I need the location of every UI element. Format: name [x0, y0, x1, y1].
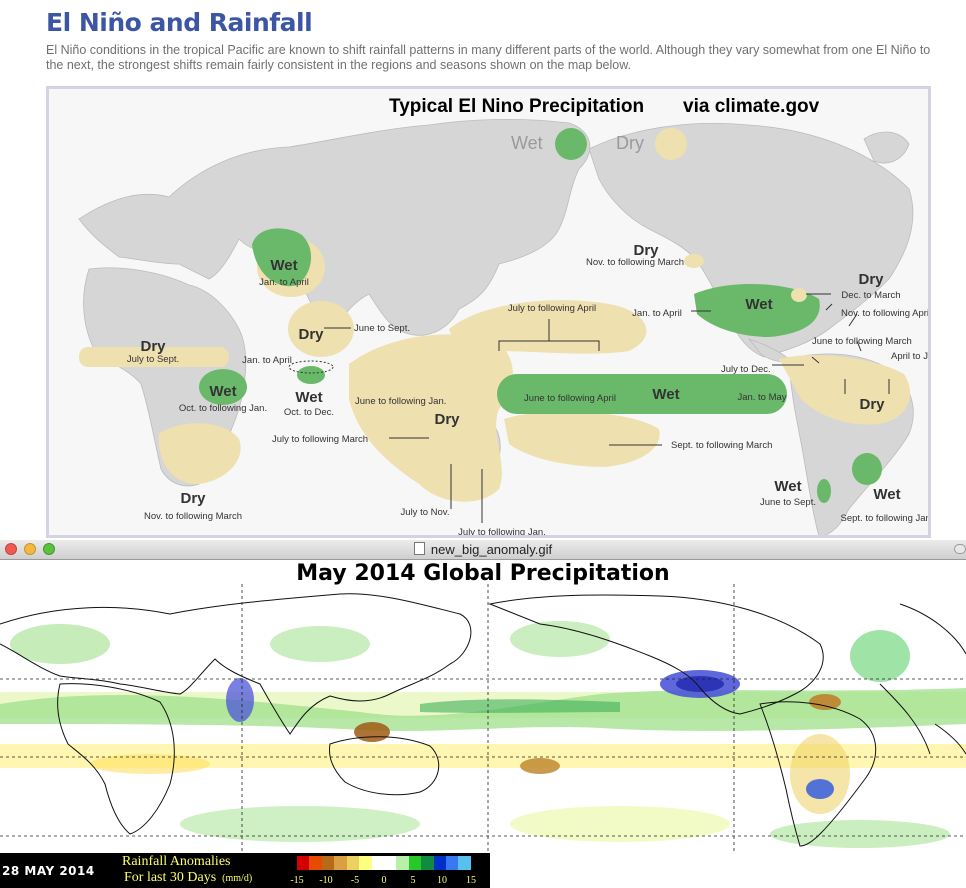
label-sept-march: Sept. to following March: [671, 440, 772, 451]
label-june-march: June to following March: [812, 336, 912, 347]
land-masses: [78, 118, 914, 535]
label-april-june: April to June: [891, 351, 929, 362]
label-dry-greatlakes: Dry: [858, 271, 884, 288]
legend-swatch-9: [408, 856, 422, 870]
legend-title: Rainfall Anomalies: [122, 854, 231, 869]
legend-swatch-2: [321, 856, 335, 870]
precipitation-regions: [79, 228, 911, 503]
label-jan-april-left: Jan. to April: [242, 355, 292, 366]
elnino-precipitation-map: Typical El Nino Precipitation via climat…: [46, 86, 931, 538]
label-wet-europe: Wet: [270, 257, 297, 274]
label-wet-europe-season: Jan. to April: [259, 277, 309, 288]
legend-swatch-6: [371, 856, 384, 870]
anomaly-map-title: May 2014 Global Precipitation: [296, 561, 670, 586]
label-july-jan: July to following Jan.: [458, 527, 546, 536]
label-wet-pacific: Wet: [652, 386, 679, 403]
legend-tick-6: 15: [466, 875, 476, 886]
legend-wet-label: Wet: [511, 133, 543, 153]
label-jan-april-us: Jan. to April: [632, 308, 682, 319]
legend-units: (mm/d): [222, 873, 253, 884]
legend-swatch-12: [446, 856, 459, 870]
legend-swatch-11: [433, 856, 447, 870]
label-dry-alaska-season: Nov. to following March: [586, 257, 684, 268]
label-wet-chile: Wet: [774, 478, 801, 495]
lat-lon-grid: [0, 584, 966, 854]
legend-tick-5: 10: [437, 875, 447, 886]
leader-lines: [288, 293, 890, 523]
elnino-map-source: via climate.gov: [683, 96, 820, 117]
label-wet-india: Wet: [295, 389, 322, 406]
window-titlebar[interactable]: new_big_anomaly.gif: [0, 540, 966, 560]
legend-scale-ticks: -15 -10 -5 0 5 10 15: [287, 875, 487, 887]
label-nov-april: Nov. to following April: [841, 308, 929, 319]
legend-subtitle: For last 30 Days: [124, 870, 217, 885]
label-dry-westafrica-season: July to Sept.: [127, 354, 179, 365]
label-wet-eafrica-season: Oct. to following Jan.: [179, 403, 267, 414]
legend-tick-1: -10: [319, 875, 333, 886]
elnino-map-title: Typical El Nino Precipitation: [389, 96, 644, 117]
label-dry-greatlakes-season: Dec. to March: [841, 290, 900, 301]
label-dry-safrica-season: Nov. to following March: [144, 511, 242, 522]
label-wet-pacific-right: Jan. to May: [737, 392, 786, 403]
legend-swatch-5: [359, 856, 372, 870]
legend-swatch-3: [334, 856, 347, 870]
legend-color-scale: [297, 856, 471, 870]
close-window-button[interactable]: [5, 543, 17, 555]
zoom-window-button[interactable]: [43, 543, 55, 555]
label-wet-argentina: Wet: [873, 486, 900, 503]
label-dry-mideast: Dry: [298, 326, 324, 343]
legend-swatch-4: [346, 856, 360, 870]
label-wet-argentina-season: Sept. to following Jan.: [841, 513, 929, 524]
legend-swatch-13: [458, 856, 471, 870]
coastlines: [0, 593, 966, 847]
label-dry-mideast-season: June to Sept.: [354, 323, 410, 334]
image-viewer-window: new_big_anomaly.gif: [0, 540, 966, 888]
label-july-dec: July to Dec.: [721, 364, 771, 375]
label-july-nov: July to Nov.: [401, 507, 450, 518]
label-wet-pacific-left: June to following April: [524, 393, 616, 404]
label-dry-alaska: Dry: [633, 242, 659, 259]
elnino-map-canvas: Typical El Nino Precipitation via climat…: [49, 89, 929, 536]
legend-wet-swatch: [555, 128, 587, 160]
label-dry-safrica: Dry: [180, 490, 206, 507]
legend-subtitle-line: For last 30 Days (mm/d): [124, 870, 252, 886]
label-dry-indo-season-2: July to following March: [272, 434, 368, 445]
anomaly-date: 28 MAY 2014: [2, 864, 95, 878]
region-labels: Wet Jan. to April Dry June to Sept. Dry …: [127, 242, 929, 536]
legend-tick-4: 5: [410, 875, 416, 886]
legend-dry-label: Dry: [616, 133, 644, 153]
label-dry-indo: Dry: [434, 411, 460, 428]
label-wet-eafrica: Wet: [209, 383, 236, 400]
page-title: El Niño and Rainfall: [46, 8, 313, 37]
legend-swatch-8: [396, 856, 409, 870]
label-dry-indo-season-1: June to following Jan.: [355, 396, 446, 407]
legend-swatch-7: [383, 856, 397, 870]
legend-tick-0: -15: [290, 875, 304, 886]
label-july-april: July to following April: [508, 303, 596, 314]
intro-paragraph: El Niño conditions in the tropical Pacif…: [46, 43, 931, 72]
toolbar-toggle-button[interactable]: [954, 544, 966, 554]
legend-tick-2: -5: [350, 875, 360, 886]
window-title: new_big_anomaly.gif: [0, 542, 966, 557]
label-wet-us: Wet: [745, 296, 772, 313]
window-title-text: new_big_anomaly.gif: [430, 542, 553, 557]
label-dry-westafrica: Dry: [140, 338, 166, 355]
minimize-window-button[interactable]: [24, 543, 36, 555]
precipitation-anomaly-map: [0, 584, 966, 854]
label-wet-india-season: Oct. to Dec.: [284, 407, 334, 418]
anomaly-legend: 28 MAY 2014 Rainfall Anomalies For last …: [0, 853, 490, 888]
legend-dry-swatch: [655, 128, 687, 160]
legend-swatch-0: [297, 856, 310, 870]
label-dry-brazil: Dry: [859, 396, 885, 413]
document-icon: [413, 542, 425, 555]
legend-tick-3: 0: [381, 875, 387, 886]
legend-swatch-10: [421, 856, 434, 870]
legend-swatch-1: [309, 856, 322, 870]
label-wet-chile-season: June to Sept.: [760, 497, 816, 508]
